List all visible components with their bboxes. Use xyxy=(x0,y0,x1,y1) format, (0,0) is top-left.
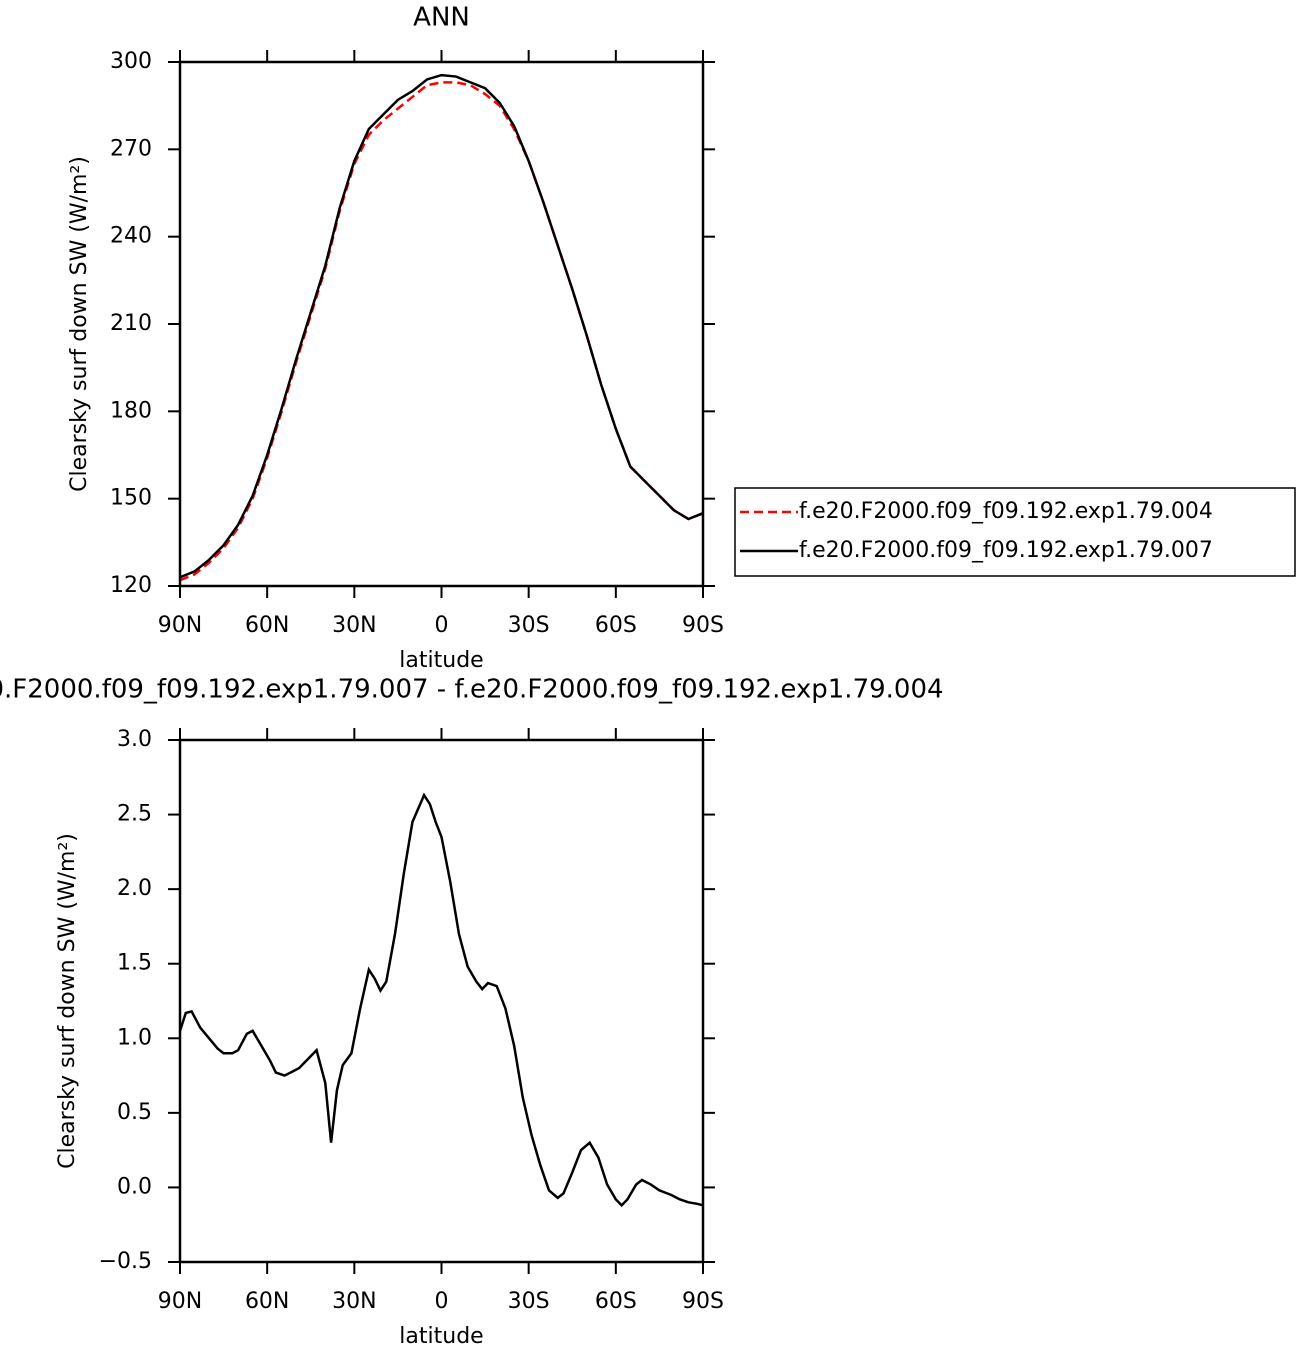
chart-title: ANN xyxy=(413,3,470,33)
x-tick-label: 90N xyxy=(158,613,202,638)
y-tick-label: 0.5 xyxy=(117,1100,152,1125)
y-tick-label: 1.0 xyxy=(117,1025,152,1050)
data-line xyxy=(178,792,704,1208)
x-tick-label: 0 xyxy=(435,613,449,638)
y-axis-label: Clearsky surf down SW (W/m²) xyxy=(55,833,80,1169)
y-tick-label: 150 xyxy=(110,486,152,511)
y-tick-label: 2.5 xyxy=(117,802,152,827)
y-tick-label: 3.0 xyxy=(117,727,152,752)
x-tick-label: 60N xyxy=(245,613,289,638)
legend-label: f.e20.F2000.f09_f09.192.exp1.79.004 xyxy=(799,499,1213,524)
x-tick-label: 60S xyxy=(595,1289,637,1314)
legend-box xyxy=(734,487,1296,577)
x-tick-label: 60S xyxy=(595,613,637,638)
x-tick-label: 30S xyxy=(508,1289,550,1314)
x-tick-label: 30N xyxy=(332,613,376,638)
y-tick-label: 2.0 xyxy=(117,876,152,901)
x-axis-label: latitude xyxy=(399,648,483,673)
x-axis-label: latitude xyxy=(399,1324,483,1349)
x-tick-label: 90N xyxy=(158,1289,202,1314)
y-tick-label: 270 xyxy=(110,136,152,161)
y-tick-label: 180 xyxy=(110,398,152,423)
x-tick-label: 60N xyxy=(245,1289,289,1314)
y-tick-label: 300 xyxy=(110,49,152,74)
y-tick-label: 240 xyxy=(110,224,152,249)
x-tick-label: 30N xyxy=(332,1289,376,1314)
y-tick-label: −0.5 xyxy=(99,1249,152,1274)
y-tick-label: 120 xyxy=(110,573,152,598)
chart-title: f.e20.F2000.f09_f09.192.exp1.79.007 - f.… xyxy=(0,675,944,705)
x-tick-label: 90S xyxy=(682,613,724,638)
data-line xyxy=(179,81,704,582)
plot-frame xyxy=(178,60,705,588)
x-tick-label: 90S xyxy=(682,1289,724,1314)
data-line xyxy=(179,73,704,579)
plot-frame xyxy=(178,738,705,1264)
y-tick-label: 1.5 xyxy=(117,951,152,976)
y-tick-label: 0.0 xyxy=(117,1174,152,1199)
x-tick-label: 30S xyxy=(508,613,550,638)
x-tick-label: 0 xyxy=(435,1289,449,1314)
y-axis-label: Clearsky surf down SW (W/m²) xyxy=(67,156,92,492)
y-tick-label: 210 xyxy=(110,311,152,336)
legend-label: f.e20.F2000.f09_f09.192.exp1.79.007 xyxy=(799,538,1213,563)
